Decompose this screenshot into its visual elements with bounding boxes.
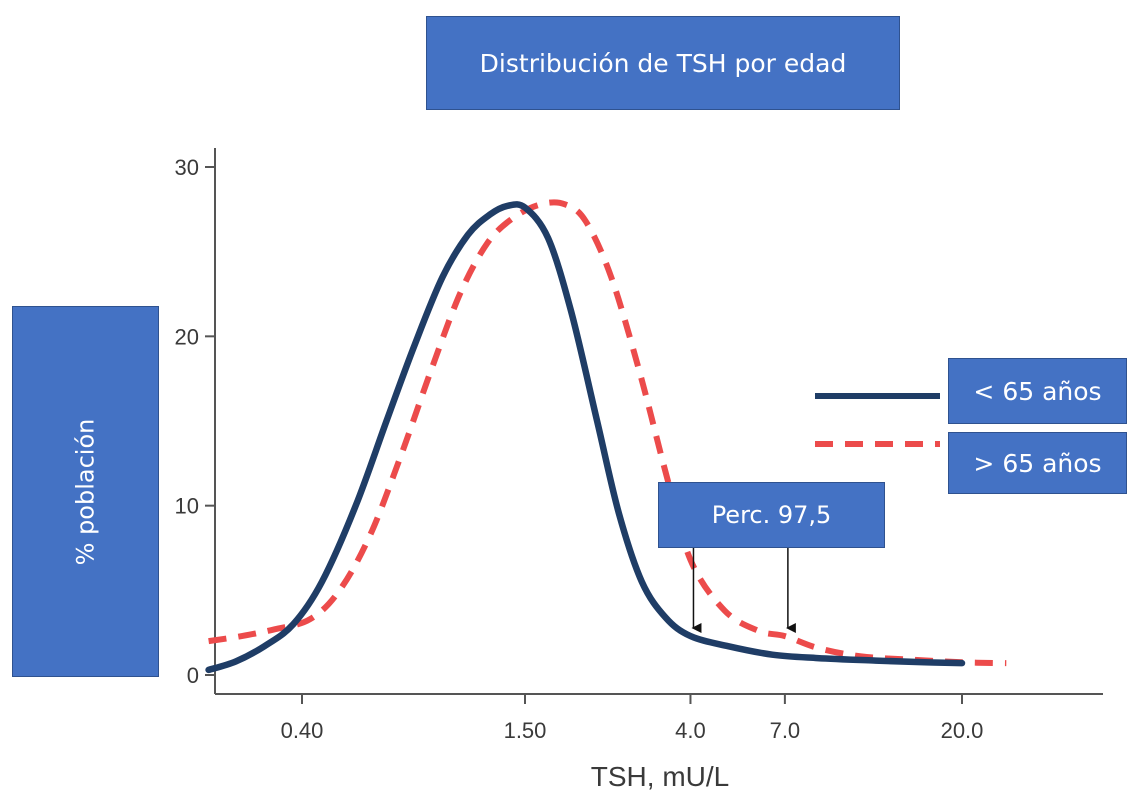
series-line-over-65 — [208, 199, 1007, 667]
x-tick-label: 1.50 — [504, 718, 547, 743]
y-tick-label: 20 — [175, 324, 199, 349]
y-tick-label: 10 — [175, 494, 199, 519]
x-tick-label: 20.0 — [941, 718, 984, 743]
percentile-annotation-text: Perc. 97,5 — [711, 501, 832, 529]
x-tick-label: 0.40 — [281, 718, 324, 743]
chart-title: Distribución de TSH por edad — [426, 16, 900, 110]
chart-axes: 0 10 20 30 0.40 1.50 4.0 7.0 20.0 — [175, 148, 1103, 743]
y-tick-label: 0 — [187, 663, 199, 688]
legend-label-under-65: < 65 años — [973, 376, 1102, 406]
legend-label-over-65: > 65 años — [973, 448, 1102, 478]
percentile-annotation: Perc. 97,5 — [658, 482, 885, 548]
y-axis-label: % población — [12, 306, 159, 677]
x-tick-label: 7.0 — [770, 718, 801, 743]
x-axis-label: TSH, mU/L — [591, 761, 729, 792]
annotation-arrows — [691, 548, 796, 633]
chart-series-layer — [205, 199, 1007, 674]
y-tick-label: 30 — [175, 155, 199, 180]
legend-swatches — [815, 393, 940, 447]
x-tick-label: 4.0 — [675, 718, 706, 743]
y-axis-label-text: % población — [71, 418, 100, 565]
series-line-under-65 — [205, 201, 966, 674]
chart-title-text: Distribución de TSH por edad — [479, 48, 847, 78]
legend-entry-over-65: > 65 años — [948, 432, 1127, 494]
legend-entry-under-65: < 65 años — [948, 358, 1127, 424]
